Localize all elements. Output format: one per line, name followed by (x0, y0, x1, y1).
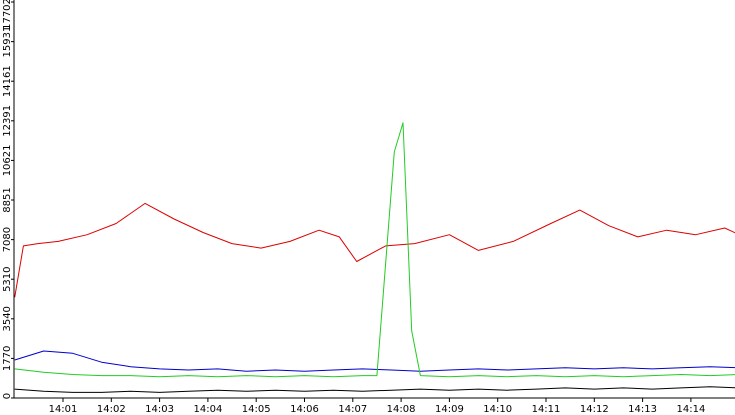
series-line-1 (14, 202, 735, 298)
x-tick-label: 14:14 (676, 404, 705, 415)
x-tick-label: 14:13 (628, 404, 657, 415)
y-tick-label: 14161 (2, 65, 13, 97)
x-tick-label: 14:11 (532, 404, 561, 415)
series-line-3 (14, 122, 735, 378)
x-tick-label: 14:08 (387, 404, 416, 415)
series-line-4 (14, 386, 735, 393)
x-tick-label: 14:04 (193, 404, 222, 415)
y-tick-label: 15931 (2, 26, 13, 58)
series-line-2 (14, 350, 735, 372)
x-tick-label: 14:05 (242, 404, 271, 415)
y-tick-label: 17702 (2, 0, 13, 30)
y-axis-ticks: 0 1770 3540 5310 7080 8851 10621 12391 14161 1593… (2, 0, 14, 399)
y-tick-label: 8851 (2, 187, 13, 212)
x-tick-label: 14:01 (49, 404, 78, 415)
y-tick-label: 1770 (2, 346, 13, 371)
x-tick-label: 14:02 (97, 404, 126, 415)
x-tick-label: 14:10 (483, 404, 512, 415)
y-tick-label: 0 (2, 393, 13, 399)
y-tick-label: 3540 (2, 306, 13, 331)
y-tick-label: 5310 (2, 266, 13, 291)
y-tick-label: 7080 (2, 227, 13, 252)
x-tick-label: 14:03 (145, 404, 174, 415)
x-tick-label: 14:06 (290, 404, 319, 415)
y-tick-label: 10621 (2, 144, 13, 176)
series-layer (14, 122, 735, 393)
x-axis-ticks: 14:01 14:02 14:03 14:04 14:05 14:06 14:07 14:08… (49, 398, 705, 415)
x-tick-label: 14:09 (435, 404, 464, 415)
y-tick-label: 12391 (2, 105, 13, 137)
x-tick-label: 14:07 (338, 404, 367, 415)
x-tick-label: 14:12 (580, 404, 609, 415)
